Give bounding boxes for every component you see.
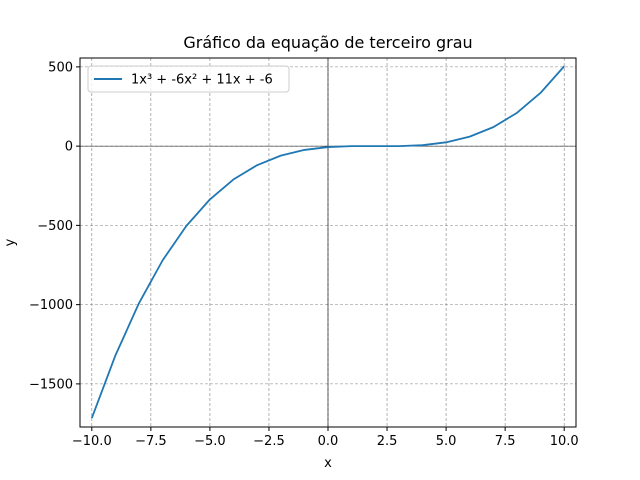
x-axis-ticks: −10.0 −7.5 −5.0 −2.5 0.0 2.5 5.0 7.5 10.0 (72, 427, 579, 449)
chart-title: Gráfico da equação de terceiro grau (183, 33, 472, 52)
x-tick-label: 10.0 (550, 434, 579, 449)
x-tick-label: −5.0 (194, 434, 226, 449)
y-axis-ticks: −1500 −1000 −500 0 500 (29, 60, 80, 392)
legend: 1x³ + -6x² + 11x + -6 (87, 65, 290, 93)
series-layer (90, 65, 565, 419)
x-tick-label: 7.5 (495, 434, 516, 449)
x-tick-label: −10.0 (72, 434, 112, 449)
legend-box (87, 65, 290, 93)
x-tick-label: −2.5 (253, 434, 285, 449)
y-axis-label: y (3, 238, 18, 246)
y-tick-label: −500 (37, 219, 73, 234)
y-tick-label: −1000 (29, 298, 73, 313)
legend-entry: 1x³ + -6x² + 11x + -6 (131, 73, 273, 88)
zero-lines (80, 58, 576, 427)
x-tick-label: 0.0 (318, 434, 339, 449)
y-tick-label: −1500 (29, 377, 73, 392)
x-tick-label: 2.5 (377, 434, 398, 449)
x-tick-label: −7.5 (135, 434, 167, 449)
y-tick-label: 0 (65, 140, 73, 155)
x-axis-label: x (324, 456, 332, 471)
y-tick-label: 500 (48, 60, 73, 75)
x-tick-label: 5.0 (436, 434, 457, 449)
series-line (90, 65, 565, 419)
